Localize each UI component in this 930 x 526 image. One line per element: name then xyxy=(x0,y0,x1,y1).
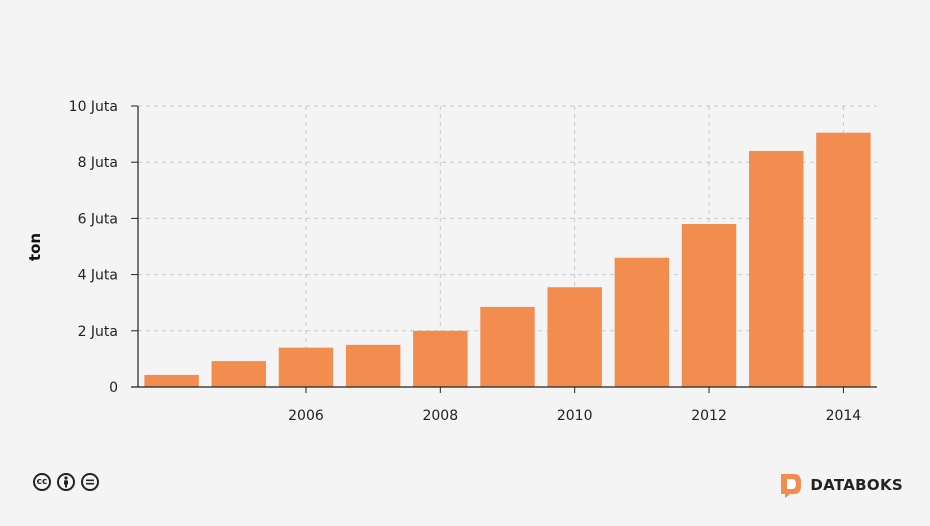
nd-icon xyxy=(81,473,99,491)
license-icons: cc xyxy=(33,473,99,491)
x-tick-label: 2014 xyxy=(826,408,862,424)
bar-2011[interactable] xyxy=(614,257,670,387)
bar-2006[interactable] xyxy=(278,347,334,387)
bar-2014[interactable] xyxy=(816,132,871,387)
axes: 0 2 Juta 4 Juta 6 Juta 8 Juta 10 Juta 2006 2008… xyxy=(69,99,877,424)
x-tick-label: 2010 xyxy=(557,408,593,424)
bar-2010[interactable] xyxy=(547,287,602,387)
y-tick-label: 0 xyxy=(109,380,118,396)
y-tick-label: 2 Juta xyxy=(78,324,118,340)
y-tick-label: 10 Juta xyxy=(69,99,118,115)
bar-2004[interactable] xyxy=(144,374,199,387)
y-axis-title: ton xyxy=(26,233,44,261)
brand-name: DATABOKS xyxy=(810,476,903,494)
y-tick-label: 4 Juta xyxy=(78,268,118,284)
bars xyxy=(144,132,871,387)
bar-2012[interactable] xyxy=(681,224,737,387)
bar-2013[interactable] xyxy=(749,150,804,387)
x-tick-label: 2008 xyxy=(422,408,458,424)
y-tick-label: 6 Juta xyxy=(78,211,118,227)
x-tick-label: 2006 xyxy=(288,408,324,424)
bar-2008[interactable] xyxy=(413,330,468,387)
y-tick-label: 8 Juta xyxy=(78,155,118,171)
databoks-logo-icon xyxy=(781,474,802,498)
x-tick-label: 2012 xyxy=(691,408,727,424)
brand-logo: DATABOKS xyxy=(779,472,903,498)
bar-2005[interactable] xyxy=(211,361,266,387)
cc-icon: cc xyxy=(33,473,51,491)
by-icon xyxy=(57,473,75,491)
bar-2009[interactable] xyxy=(480,306,535,387)
bar-2007[interactable] xyxy=(345,344,401,387)
